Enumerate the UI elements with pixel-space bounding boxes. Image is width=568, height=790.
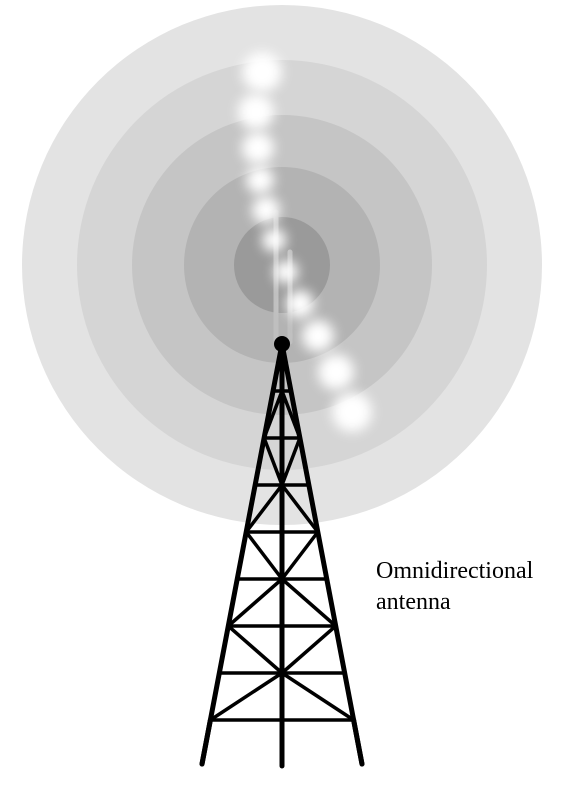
- glint: [302, 320, 334, 352]
- glint: [252, 196, 280, 224]
- label-line2: antenna: [376, 589, 451, 615]
- glint: [274, 260, 298, 284]
- antenna-label: Omnidirectional antenna: [376, 556, 533, 618]
- glint: [246, 166, 274, 194]
- tower: [0, 0, 568, 790]
- glint: [318, 354, 354, 390]
- glint: [238, 94, 274, 130]
- glint: [332, 392, 372, 432]
- glint: [262, 228, 286, 252]
- omnidirectional-antenna-diagram: Omnidirectional antenna: [0, 0, 568, 790]
- glint: [242, 52, 282, 92]
- glint: [286, 290, 314, 318]
- glint: [242, 132, 274, 164]
- label-line1: Omnidirectional: [376, 558, 533, 584]
